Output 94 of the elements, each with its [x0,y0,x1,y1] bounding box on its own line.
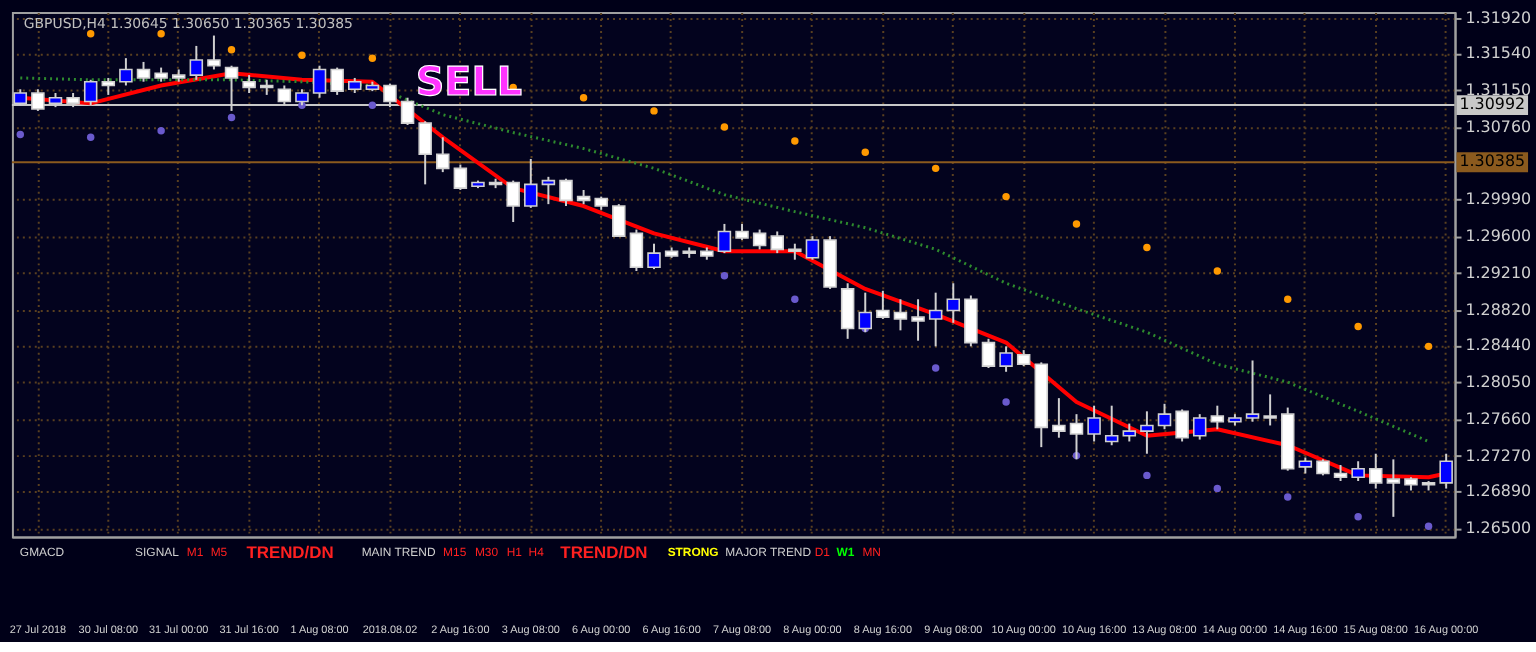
candlestick [981,337,996,370]
candlestick [1368,452,1383,490]
point [1424,522,1433,530]
candlestick [207,34,221,71]
point [298,51,306,60]
point [791,137,799,145]
candlestick [752,228,767,251]
point [1284,493,1292,501]
candlestick [893,298,908,332]
candlestick [189,44,204,81]
candlestick [840,282,855,340]
candlestick [1052,397,1066,439]
candlestick [946,282,961,324]
point [720,123,729,131]
candlestick [928,291,943,348]
point [368,54,377,62]
point [1354,513,1362,521]
point [720,272,729,280]
candlestick [1263,393,1277,427]
candlestick [876,289,890,321]
point [227,45,236,54]
candlestick [1351,460,1365,483]
point [1002,398,1010,406]
candlestick [1140,410,1154,455]
point [157,29,165,38]
y-tick-label: 1.29210 [1465,263,1532,282]
point [1213,484,1222,493]
y-tick-label: 1.31150 [1465,81,1532,100]
candlestick [1157,402,1172,431]
point [1143,471,1151,480]
candlestick [805,235,820,261]
point [1284,295,1292,303]
point [368,101,377,109]
candlestick [136,60,151,83]
point [157,126,165,135]
candlestick [1386,458,1401,518]
candlestick [312,64,327,99]
text: TREND/DN [560,542,648,563]
y-tick-label: 1.28820 [1465,300,1532,319]
point [86,133,95,141]
y-tick-label: 1.27660 [1465,409,1532,428]
candlestick [524,157,538,209]
candlestick [330,66,344,96]
candlestick [717,222,732,255]
candlestick [418,120,432,186]
y-tick-label: 1.29990 [1465,190,1532,209]
y-tick-label: 1.27270 [1465,446,1532,465]
point [579,94,588,102]
y-tick-label: 1.29600 [1465,227,1532,246]
candlestick [1192,413,1207,441]
point [650,107,658,115]
point [861,148,869,157]
y-tick-label: 1.28440 [1465,336,1532,355]
point [1354,322,1362,331]
candlestick [999,345,1013,373]
candlestick [1210,404,1225,431]
point [1424,342,1433,351]
candlestick [1175,408,1189,443]
y-tick-label: 1.31540 [1465,44,1532,63]
candlestick [629,228,644,273]
text: TREND/DN [246,542,334,563]
candlestick [964,294,978,348]
annotation: SELL [415,59,523,106]
y-tick-label: 1.30760 [1465,117,1532,136]
candlestick [770,230,784,255]
candlestick [436,136,450,174]
candlestick [612,203,626,238]
point [791,295,799,303]
point [1072,220,1081,228]
candlestick [541,175,556,206]
candlestick [453,163,468,192]
candlestick [1104,404,1119,447]
point [1143,243,1151,252]
ref-line-label: 1.30992 [1459,95,1526,114]
candlestick [911,298,925,342]
ref-line-label: 1.30385 [1459,152,1526,171]
candlestick [1439,452,1453,490]
y-tick-label: 1.26890 [1465,482,1532,501]
point [227,113,236,122]
point [1002,192,1010,201]
y-tick-label: 1.31920 [1465,8,1532,27]
point [931,164,940,173]
candlestick [823,235,837,290]
point [931,364,940,372]
point [1213,267,1222,275]
candlestick [1087,404,1101,443]
y-tick-label: 1.28050 [1465,373,1532,392]
candlestick [559,177,573,208]
candlestick [647,242,661,271]
point [16,130,24,139]
candlestick [119,57,133,87]
y-tick-label: 1.26500 [1465,519,1532,538]
candlestick [506,179,520,224]
candlestick [1245,359,1260,423]
